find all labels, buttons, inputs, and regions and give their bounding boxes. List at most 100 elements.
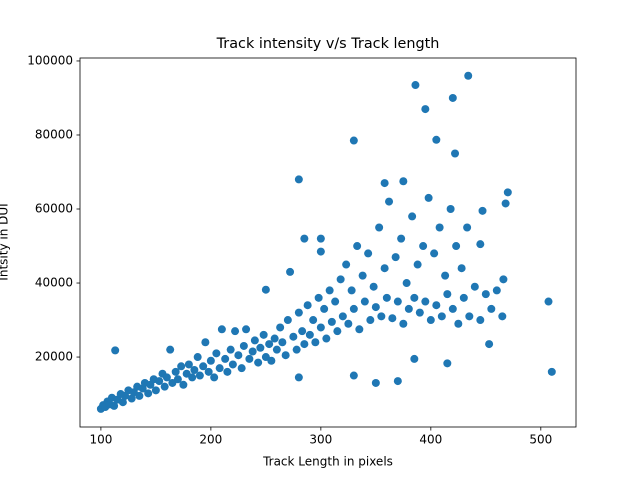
point (404, 304, 413, 313)
point (399, 177, 408, 186)
point (110, 401, 119, 410)
point (382, 293, 391, 302)
point (454, 319, 463, 328)
point (195, 371, 204, 380)
point (393, 377, 402, 386)
point (166, 345, 175, 354)
x-tick-label: 100 (89, 433, 112, 447)
point (201, 338, 210, 347)
point (385, 197, 394, 206)
point (331, 297, 340, 306)
point (421, 297, 430, 306)
point (481, 290, 490, 299)
point (355, 325, 364, 334)
point (171, 367, 180, 376)
point (413, 260, 422, 269)
point (478, 206, 487, 215)
point (314, 293, 323, 302)
point (303, 301, 312, 310)
point (492, 286, 501, 295)
point (286, 267, 295, 276)
point (377, 312, 386, 321)
point (448, 304, 457, 313)
point (547, 367, 556, 376)
point (366, 316, 375, 325)
point (430, 249, 439, 258)
point (212, 349, 221, 358)
point (501, 199, 510, 208)
point (498, 312, 507, 321)
point (259, 330, 268, 339)
point (371, 378, 380, 387)
x-tick-label: 200 (199, 433, 222, 447)
point (399, 319, 408, 328)
point (250, 336, 259, 345)
point (300, 234, 309, 243)
point (298, 327, 307, 336)
point (267, 356, 276, 365)
y-tick-label: 100000 (27, 53, 73, 67)
point (408, 212, 417, 221)
point (443, 290, 452, 299)
y-axis-label: Intsity in DUI (0, 203, 11, 280)
x-tick-label: 400 (419, 433, 442, 447)
point (305, 330, 314, 339)
point (459, 293, 468, 302)
point (184, 360, 193, 369)
point (316, 234, 325, 243)
point (173, 375, 182, 384)
point (463, 223, 472, 232)
point (349, 136, 358, 145)
point (415, 308, 424, 317)
point (353, 242, 362, 251)
point (144, 389, 153, 398)
point (265, 340, 274, 349)
point (204, 367, 213, 376)
point (223, 367, 232, 376)
x-tick-label: 300 (309, 433, 332, 447)
point (421, 105, 430, 114)
point (336, 275, 345, 284)
point (349, 371, 358, 380)
point (237, 364, 246, 373)
point (411, 81, 420, 90)
point (294, 308, 303, 317)
point (242, 325, 251, 334)
point (155, 377, 164, 386)
point (338, 312, 347, 321)
point (464, 71, 473, 80)
point (188, 373, 197, 382)
point (465, 312, 474, 321)
point (499, 275, 508, 284)
point (371, 303, 380, 312)
point (388, 314, 397, 323)
point (380, 264, 389, 273)
point (210, 373, 219, 382)
point (419, 242, 428, 251)
point (397, 234, 406, 243)
point (435, 223, 444, 232)
point (446, 205, 455, 214)
point (270, 334, 279, 343)
point (160, 382, 169, 391)
point (231, 327, 240, 336)
point (272, 345, 281, 354)
point (443, 359, 452, 368)
point (254, 358, 263, 367)
point (228, 360, 237, 369)
point (393, 297, 402, 306)
point (470, 282, 479, 291)
point (360, 297, 369, 306)
point (248, 347, 257, 356)
point (322, 334, 331, 343)
point (487, 304, 496, 313)
point (256, 343, 265, 352)
point (476, 240, 485, 249)
point (289, 332, 298, 341)
point (217, 325, 226, 334)
point (309, 316, 318, 325)
y-tick-label: 40000 (35, 276, 73, 290)
point (226, 345, 235, 354)
point (135, 391, 144, 400)
point (503, 188, 512, 197)
